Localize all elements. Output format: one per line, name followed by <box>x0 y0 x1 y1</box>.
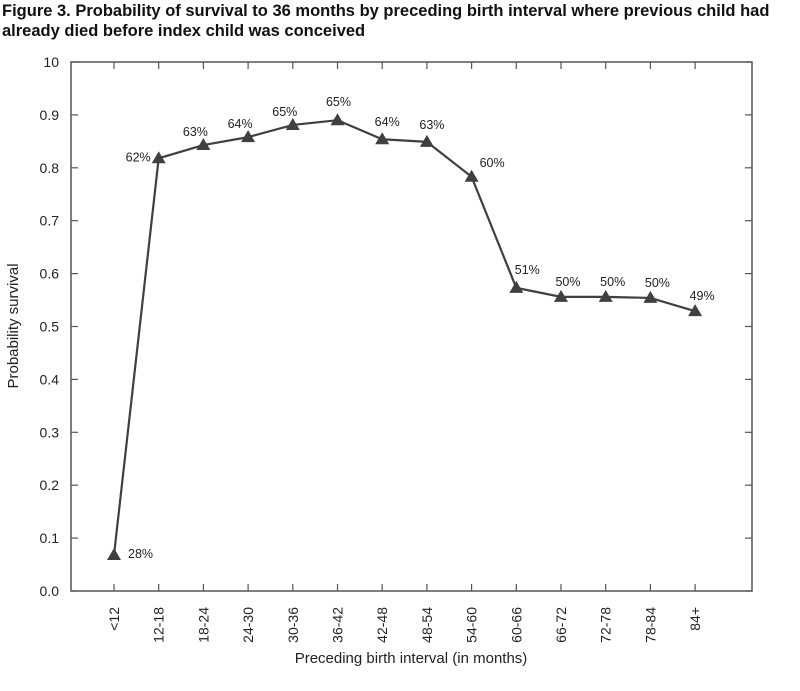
x-tick-label: 12-18 <box>151 607 167 643</box>
data-label: 28% <box>128 547 153 561</box>
data-label: 50% <box>555 275 580 289</box>
y-tick-label: 0.2 <box>40 477 60 493</box>
y-tick-label: 0.7 <box>40 213 60 229</box>
y-tick-label: 0.8 <box>40 160 60 176</box>
data-point-marker <box>285 117 300 130</box>
data-label: 65% <box>272 105 297 119</box>
y-axis: 0.0 0.1 0.2 0.3 0.4 0.5 0.6 0.7 0.8 0.9 10 <box>40 54 752 599</box>
y-axis-label: Probability survival <box>5 263 22 388</box>
chart-title-line1: Figure 3. Probability of survival to 36 … <box>2 2 770 20</box>
x-tick-label: <12 <box>106 607 122 631</box>
y-tick-label: 0.5 <box>40 319 60 335</box>
x-tick-label: 36-42 <box>330 607 346 643</box>
series-survival: 28% 62% 63% 64% 65% 65% 64% 63% 60% 51% 50% 50% 50% 4… <box>107 95 715 561</box>
x-tick-label: 78-84 <box>642 607 658 643</box>
x-tick-label: 48-54 <box>419 607 435 643</box>
x-axis-label: Preceding birth interval (in months) <box>295 650 528 667</box>
chart-title: Figure 3. Probability of survival to 36 … <box>2 1 800 41</box>
x-tick-label: 42-48 <box>374 607 390 643</box>
y-tick-label: 0.9 <box>40 107 60 123</box>
y-tick-label: 0.0 <box>40 583 60 599</box>
series-line <box>112 119 696 556</box>
x-tick-label: 24-30 <box>240 607 256 643</box>
data-point-marker <box>643 290 658 303</box>
y-tick-label: 10 <box>43 54 59 70</box>
x-tick-label: 84+ <box>687 607 703 631</box>
data-point-marker <box>107 548 121 561</box>
data-label: 63% <box>183 125 208 139</box>
y-tick-label: 0.1 <box>40 530 60 546</box>
y-tick-label: 0.6 <box>40 266 60 282</box>
data-label: 64% <box>228 117 253 131</box>
x-tick-label: 30-36 <box>285 607 301 643</box>
data-label: 65% <box>326 95 351 109</box>
data-label: 50% <box>600 275 625 289</box>
data-point-marker <box>598 289 613 302</box>
data-point-marker <box>419 134 434 147</box>
x-tick-label: 60-66 <box>508 607 524 643</box>
chart-title-line2: already died before index child was conc… <box>2 22 366 40</box>
data-label: 49% <box>690 289 715 303</box>
data-label: 64% <box>375 115 400 129</box>
x-tick-label: 54-60 <box>464 607 480 643</box>
data-point-marker <box>330 113 345 126</box>
x-tick-label: 18-24 <box>195 607 211 643</box>
x-tick-label: 66-72 <box>553 607 569 643</box>
data-point-marker <box>375 132 390 145</box>
data-label: 50% <box>645 276 670 290</box>
data-label: 62% <box>126 150 151 164</box>
data-label: 63% <box>419 118 444 132</box>
data-label: 51% <box>515 263 540 277</box>
x-tick-label: 72-78 <box>598 607 614 643</box>
data-point-marker <box>464 169 479 182</box>
y-tick-label: 0.3 <box>40 424 60 440</box>
data-label: 60% <box>480 156 505 170</box>
y-tick-label: 0.4 <box>40 371 60 387</box>
data-point-marker <box>151 151 166 164</box>
data-point-marker <box>196 138 211 151</box>
data-point-marker <box>554 289 568 302</box>
data-point-marker <box>241 130 256 143</box>
data-point-marker <box>688 304 703 317</box>
data-point-marker <box>509 280 524 293</box>
x-axis: <12 12-18 18-24 24-30 30-36 36-42 42-48 48-54 54… <box>106 62 703 643</box>
